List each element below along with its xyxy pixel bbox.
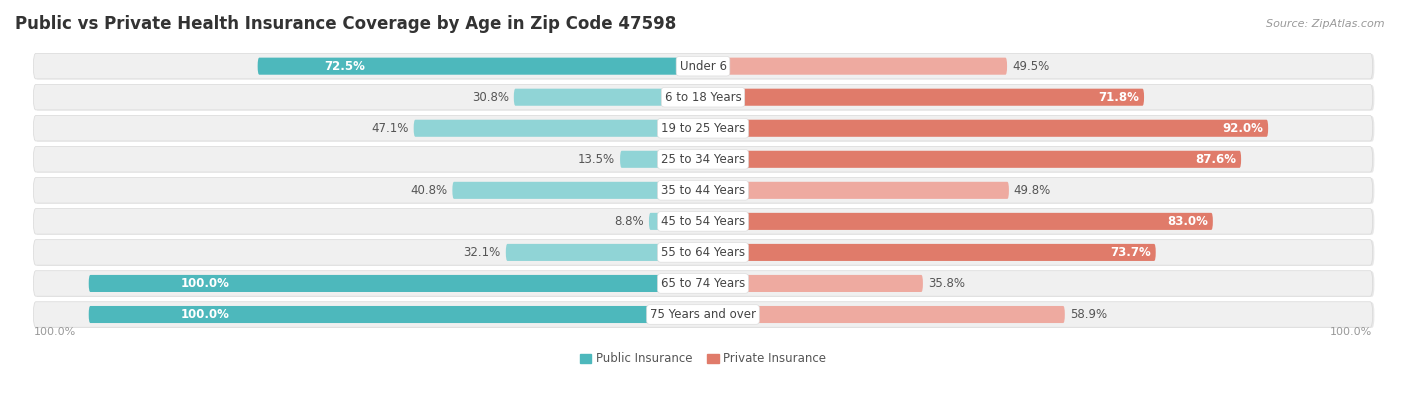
Text: 55 to 64 Years: 55 to 64 Years [661,246,745,259]
Text: 100.0%: 100.0% [181,277,229,290]
FancyBboxPatch shape [506,244,703,261]
Text: 75 Years and over: 75 Years and over [650,308,756,321]
Text: 83.0%: 83.0% [1167,215,1208,228]
FancyBboxPatch shape [35,209,1375,235]
Text: 49.5%: 49.5% [1012,59,1049,73]
Text: 71.8%: 71.8% [1098,91,1139,104]
FancyBboxPatch shape [35,178,1375,204]
Text: Public vs Private Health Insurance Coverage by Age in Zip Code 47598: Public vs Private Health Insurance Cover… [15,15,676,33]
FancyBboxPatch shape [703,275,922,292]
FancyBboxPatch shape [413,120,703,137]
FancyBboxPatch shape [257,58,703,75]
FancyBboxPatch shape [703,244,1156,261]
Text: 49.8%: 49.8% [1014,184,1052,197]
FancyBboxPatch shape [34,240,1372,265]
FancyBboxPatch shape [34,271,1372,296]
FancyBboxPatch shape [35,85,1375,111]
Text: 35 to 44 Years: 35 to 44 Years [661,184,745,197]
Text: 100.0%: 100.0% [181,308,229,321]
Text: Under 6: Under 6 [679,59,727,73]
Text: 32.1%: 32.1% [464,246,501,259]
FancyBboxPatch shape [703,58,1007,75]
Text: 73.7%: 73.7% [1111,246,1152,259]
Text: 8.8%: 8.8% [614,215,644,228]
FancyBboxPatch shape [89,306,703,323]
FancyBboxPatch shape [34,209,1372,234]
Text: 100.0%: 100.0% [1330,327,1372,337]
Text: 45 to 54 Years: 45 to 54 Years [661,215,745,228]
FancyBboxPatch shape [703,182,1010,199]
Text: 65 to 74 Years: 65 to 74 Years [661,277,745,290]
Text: 87.6%: 87.6% [1195,153,1236,166]
FancyBboxPatch shape [620,151,703,168]
FancyBboxPatch shape [34,302,1372,327]
Text: 30.8%: 30.8% [472,91,509,104]
FancyBboxPatch shape [34,53,1372,79]
FancyBboxPatch shape [703,151,1241,168]
Text: 25 to 34 Years: 25 to 34 Years [661,153,745,166]
Text: 40.8%: 40.8% [411,184,447,197]
Text: 100.0%: 100.0% [34,327,76,337]
Legend: Public Insurance, Private Insurance: Public Insurance, Private Insurance [575,348,831,370]
Text: Source: ZipAtlas.com: Source: ZipAtlas.com [1267,19,1385,28]
Text: 19 to 25 Years: 19 to 25 Years [661,122,745,135]
FancyBboxPatch shape [89,275,703,292]
FancyBboxPatch shape [35,54,1375,80]
Text: 13.5%: 13.5% [578,153,616,166]
FancyBboxPatch shape [703,89,1144,106]
FancyBboxPatch shape [34,178,1372,203]
Text: 35.8%: 35.8% [928,277,965,290]
FancyBboxPatch shape [34,85,1372,110]
FancyBboxPatch shape [453,182,703,199]
Text: 92.0%: 92.0% [1222,122,1263,135]
Text: 47.1%: 47.1% [371,122,409,135]
FancyBboxPatch shape [35,302,1375,328]
FancyBboxPatch shape [35,116,1375,142]
Text: 6 to 18 Years: 6 to 18 Years [665,91,741,104]
FancyBboxPatch shape [35,240,1375,266]
FancyBboxPatch shape [513,89,703,106]
Text: 72.5%: 72.5% [325,59,366,73]
FancyBboxPatch shape [703,306,1064,323]
FancyBboxPatch shape [35,147,1375,173]
FancyBboxPatch shape [34,116,1372,141]
FancyBboxPatch shape [34,147,1372,172]
FancyBboxPatch shape [35,271,1375,297]
FancyBboxPatch shape [703,213,1213,230]
Text: 58.9%: 58.9% [1070,308,1107,321]
FancyBboxPatch shape [703,120,1268,137]
FancyBboxPatch shape [650,213,703,230]
